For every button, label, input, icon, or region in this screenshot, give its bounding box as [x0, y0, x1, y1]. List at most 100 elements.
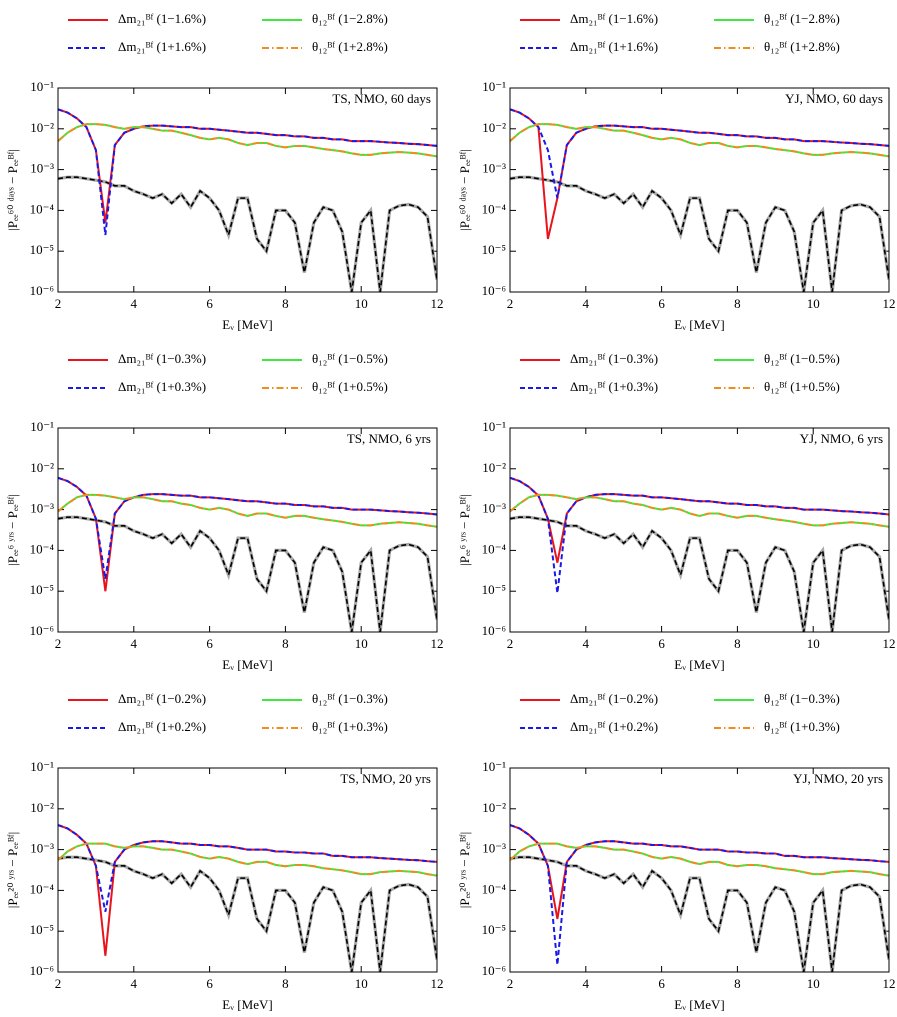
x-tick-label: 10	[807, 976, 820, 991]
legend-label: θ₁₂ᴮᶠ (1−0.3%)	[312, 691, 388, 706]
x-tick-label: 6	[206, 636, 213, 651]
legend-label: θ₁₂ᴮᶠ (1−0.5%)	[312, 351, 388, 366]
x-tick-label: 8	[282, 636, 289, 651]
y-tick-label: 10⁻³	[482, 841, 506, 856]
x-tick-label: 4	[583, 296, 590, 311]
series-line	[510, 842, 889, 877]
y-tick-label: 10⁻¹	[482, 759, 506, 774]
series-line	[510, 493, 889, 528]
series-line	[58, 123, 437, 158]
series-line	[58, 476, 437, 592]
legend-label: θ₁₂ᴮᶠ (1−0.5%)	[764, 351, 840, 366]
y-tick-label: 10⁻²	[30, 120, 54, 135]
series-line	[58, 176, 437, 292]
y-axis-label: |Pₑₑ⁶ ʸʳˢ − Pₑₑᴮᶠ|	[5, 494, 20, 566]
legend-label: θ₁₂ᴮᶠ (1+0.5%)	[312, 379, 388, 394]
x-tick-label: 10	[355, 976, 368, 991]
legend-label: Δm₂₁ᴮᶠ (1+0.3%)	[570, 379, 658, 394]
legend-label: θ₁₂ᴮᶠ (1−2.8%)	[312, 11, 388, 26]
y-tick-label: 10⁻⁵	[30, 922, 54, 937]
plot-frame	[57, 427, 438, 633]
x-tick-label: 4	[583, 976, 590, 991]
x-tick-label: 8	[734, 636, 741, 651]
x-tick-label: 10	[355, 296, 368, 311]
legend-label: θ₁₂ᴮᶠ (1−0.3%)	[764, 691, 840, 706]
y-tick-label: 10⁻²	[482, 120, 506, 135]
x-tick-label: 8	[282, 296, 289, 311]
y-axis-label: |Pₑₑ²⁰ ʸʳˢ − Pₑₑᴮᶠ|	[5, 832, 20, 908]
series-line	[510, 108, 889, 199]
x-tick-label: 12	[883, 636, 896, 651]
series-line	[58, 108, 437, 236]
x-tick-label: 12	[431, 976, 444, 991]
y-tick-label: 10⁻²	[30, 460, 54, 475]
y-tick-label: 10⁻¹	[30, 79, 54, 94]
y-tick-label: 10⁻⁶	[482, 283, 506, 298]
x-tick-label: 10	[355, 636, 368, 651]
y-tick-label: 10⁻⁴	[30, 881, 55, 896]
y-tick-label: 10⁻³	[482, 161, 506, 176]
y-tick-label: 10⁻⁴	[482, 201, 507, 216]
x-tick-label: 8	[734, 296, 741, 311]
y-tick-label: 10⁻⁴	[482, 541, 507, 556]
series-halo	[58, 515, 437, 632]
legend-label: θ₁₂ᴮᶠ (1+2.8%)	[312, 39, 388, 54]
y-tick-label: 10⁻⁴	[30, 541, 55, 556]
series-line	[510, 856, 889, 972]
annotation: YJ, NMO, 20 yrs	[793, 771, 883, 786]
series-line	[510, 123, 889, 158]
y-tick-label: 10⁻⁴	[30, 201, 55, 216]
series-line	[58, 108, 437, 223]
x-tick-label: 4	[131, 296, 138, 311]
legend-label: Δm₂₁ᴮᶠ (1+0.2%)	[570, 719, 658, 734]
y-tick-label: 10⁻³	[482, 501, 506, 516]
y-tick-label: 10⁻²	[482, 800, 506, 815]
series-halo	[510, 515, 889, 632]
legend-label: Δm₂₁ᴮᶠ (1+0.3%)	[118, 379, 206, 394]
y-tick-label: 10⁻⁴	[482, 881, 507, 896]
annotation: TS, NMO, 60 days	[332, 91, 431, 106]
x-tick-label: 10	[807, 636, 820, 651]
y-tick-label: 10⁻²	[30, 800, 54, 815]
series-line	[58, 824, 437, 956]
series-line	[510, 108, 889, 240]
x-axis-label: Eᵥ [MeV]	[674, 317, 724, 332]
legend-label: Δm₂₁ᴮᶠ (1−0.3%)	[118, 351, 206, 366]
series-halo	[510, 855, 889, 972]
legend-label: Δm₂₁ᴮᶠ (1−1.6%)	[570, 11, 658, 26]
series-line	[58, 476, 437, 580]
x-tick-label: 4	[131, 636, 138, 651]
y-axis-label: |Pₑₑ⁶ ʸʳˢ − Pₑₑᴮᶠ|	[457, 494, 472, 566]
x-axis-label: Eᵥ [MeV]	[222, 657, 272, 672]
x-tick-label: 12	[431, 296, 444, 311]
x-tick-label: 2	[55, 296, 62, 311]
y-axis-label: |Pₑₑ⁶⁰ ᵈᵃʸˢ − Pₑₑᴮᶠ|	[457, 149, 472, 231]
series-line	[510, 476, 889, 594]
series-halo	[510, 175, 889, 292]
y-tick-label: 10⁻⁵	[30, 582, 54, 597]
x-tick-label: 6	[658, 296, 665, 311]
x-tick-label: 6	[206, 296, 213, 311]
x-tick-label: 2	[507, 976, 514, 991]
y-tick-label: 10⁻³	[30, 501, 54, 516]
legend-label: θ₁₂ᴮᶠ (1+2.8%)	[764, 39, 840, 54]
series-line	[510, 176, 889, 292]
series-line	[510, 476, 889, 563]
y-tick-label: 10⁻⁵	[482, 582, 506, 597]
annotation: TS, NMO, 6 yrs	[347, 431, 431, 446]
x-tick-label: 12	[431, 636, 444, 651]
legend-label: θ₁₂ᴮᶠ (1+0.3%)	[312, 719, 388, 734]
y-tick-label: 10⁻¹	[482, 79, 506, 94]
x-tick-label: 8	[282, 976, 289, 991]
legend-label: Δm₂₁ᴮᶠ (1+1.6%)	[118, 39, 206, 54]
y-tick-label: 10⁻⁶	[30, 623, 54, 638]
series-line	[58, 824, 437, 912]
y-tick-label: 10⁻⁶	[482, 963, 506, 978]
y-axis-label: |Pₑₑ⁶⁰ ᵈᵃʸˢ − Pₑₑᴮᶠ|	[5, 149, 20, 231]
x-tick-label: 2	[507, 636, 514, 651]
x-axis-label: Eᵥ [MeV]	[674, 997, 724, 1012]
x-tick-label: 6	[658, 636, 665, 651]
legend-label: Δm₂₁ᴮᶠ (1−0.2%)	[570, 691, 658, 706]
